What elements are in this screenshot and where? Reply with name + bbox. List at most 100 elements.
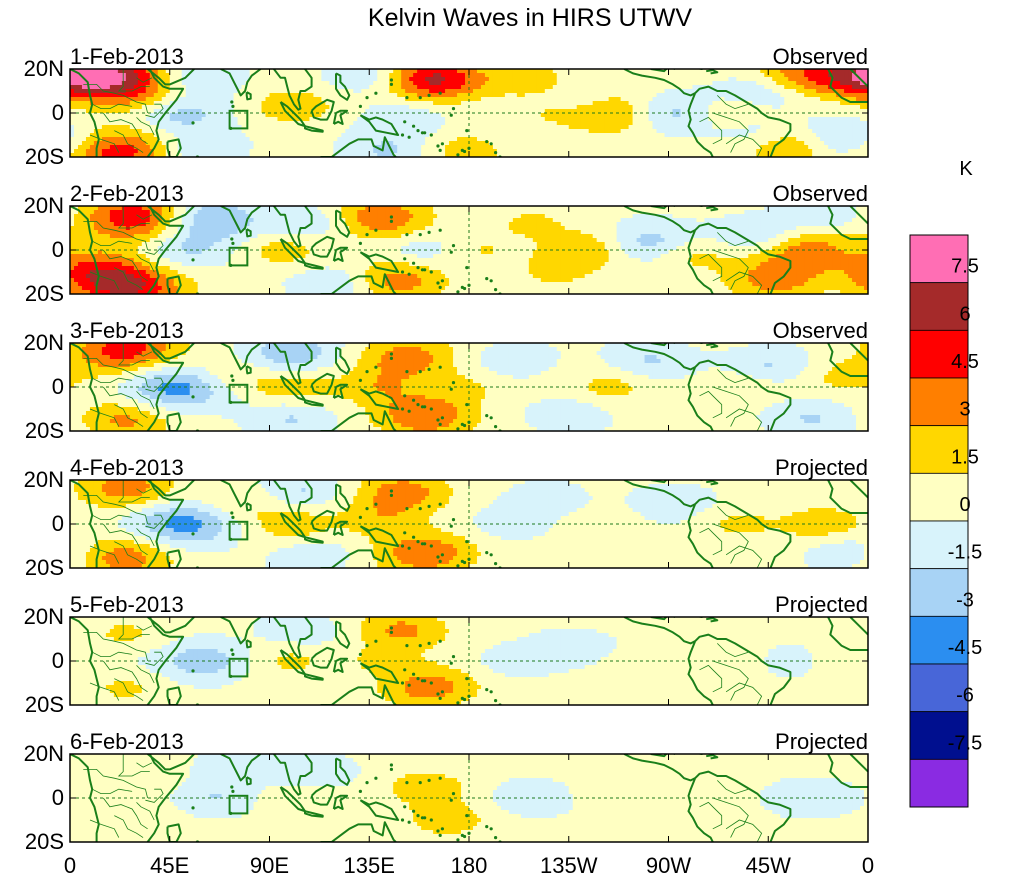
field-cell (357, 81, 362, 86)
field-cell (584, 137, 590, 142)
field-cell (233, 149, 239, 154)
field-cell (89, 121, 95, 126)
field-cell (628, 97, 634, 102)
field-cell (97, 113, 103, 118)
field-cell (365, 206, 370, 211)
field-cell (804, 73, 809, 78)
field-cell (756, 206, 761, 211)
field-cell (668, 153, 674, 157)
field-cell (417, 137, 422, 142)
field-cell (864, 97, 868, 102)
field-cell (624, 145, 630, 150)
field-cell (808, 113, 813, 118)
field-cell (125, 97, 131, 102)
field-cell (213, 117, 219, 122)
field-cell (664, 81, 670, 86)
field-cell (536, 113, 542, 118)
field-cell (117, 210, 123, 215)
field-cell (624, 105, 630, 110)
field-cell (816, 85, 821, 90)
field-cell (417, 206, 422, 211)
field-cell (756, 210, 761, 215)
field-cell (688, 206, 694, 211)
field-cell (369, 125, 374, 130)
field-cell (133, 121, 139, 126)
field-cell (321, 145, 326, 150)
field-cell (516, 117, 522, 122)
field-cell (313, 109, 318, 114)
field-cell (500, 93, 506, 98)
field-cell (528, 93, 534, 98)
field-cell (648, 117, 654, 122)
field-cell (293, 85, 299, 90)
field-cell (337, 81, 342, 86)
field-cell (616, 210, 622, 215)
field-cell (600, 149, 606, 154)
field-cell (572, 93, 578, 98)
field-cell (401, 77, 406, 82)
field-cell (560, 105, 566, 110)
field-cell (261, 117, 267, 122)
field-cell (612, 129, 618, 134)
field-cell (756, 145, 761, 150)
field-cell (397, 73, 402, 78)
field-cell (77, 121, 83, 126)
field-cell (528, 129, 534, 134)
field-cell (500, 133, 506, 138)
field-cell (105, 133, 111, 138)
field-cell (720, 97, 725, 102)
field-cell (840, 73, 845, 78)
field-cell (564, 93, 570, 98)
field-cell (504, 149, 510, 154)
field-cell (329, 93, 334, 98)
field-cell (401, 153, 406, 157)
field-cell (748, 93, 753, 98)
field-cell (261, 153, 267, 157)
field-cell (720, 81, 725, 86)
field-cell (225, 145, 231, 150)
field-cell (461, 117, 466, 122)
field-cell (281, 81, 287, 86)
field-cell (556, 101, 562, 106)
field-cell (728, 77, 733, 82)
field-cell (165, 129, 171, 134)
field-cell (736, 125, 741, 130)
field-cell (441, 85, 446, 90)
field-cell (85, 117, 91, 122)
field-cell (309, 137, 314, 142)
field-cell (620, 206, 626, 211)
field-cell (536, 133, 542, 138)
field-cell (744, 77, 749, 82)
field-cell (864, 206, 868, 211)
field-cell (700, 121, 706, 126)
field-cell (836, 113, 841, 118)
field-cell (740, 206, 745, 211)
field-cell (604, 97, 610, 102)
field-cell (536, 141, 542, 146)
field-cell (217, 141, 223, 146)
field-cell (105, 69, 111, 74)
field-cell (724, 133, 729, 138)
field-cell (229, 97, 235, 102)
field-cell (728, 129, 733, 134)
field-cell (644, 117, 650, 122)
field-cell (844, 149, 849, 154)
field-cell (265, 153, 271, 157)
field-cell (213, 145, 219, 150)
field-cell (145, 85, 151, 90)
field-cell (113, 109, 119, 114)
field-cell (197, 117, 203, 122)
field-cell (257, 69, 263, 74)
field-cell (856, 133, 861, 138)
field-cell (257, 210, 263, 215)
field-cell (465, 145, 470, 150)
field-cell (397, 97, 402, 102)
field-cell (321, 113, 326, 118)
field-cell (325, 121, 330, 126)
field-cell (780, 145, 785, 150)
field-cell (409, 129, 414, 134)
field-cell (728, 81, 733, 86)
field-cell (760, 137, 765, 142)
field-cell (233, 105, 239, 110)
field-cell (652, 125, 658, 130)
